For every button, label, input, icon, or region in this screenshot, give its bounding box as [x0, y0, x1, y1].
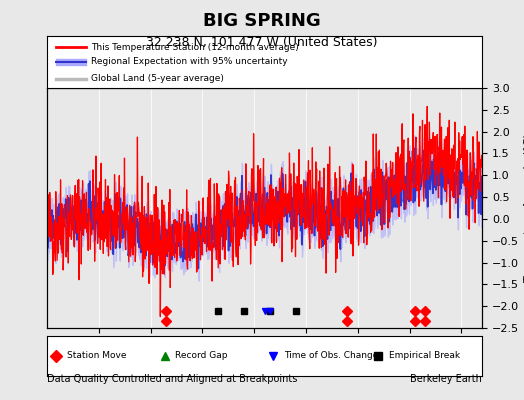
Text: Global Land (5-year average): Global Land (5-year average) — [91, 74, 224, 83]
Text: Berkeley Earth: Berkeley Earth — [410, 374, 482, 384]
Text: Record Gap: Record Gap — [176, 352, 228, 360]
Text: Empirical Break: Empirical Break — [389, 352, 460, 360]
Text: BIG SPRING: BIG SPRING — [203, 12, 321, 30]
Text: 32.238 N, 101.477 W (United States): 32.238 N, 101.477 W (United States) — [146, 36, 378, 49]
Text: Time of Obs. Change: Time of Obs. Change — [284, 352, 378, 360]
Text: Data Quality Controlled and Aligned at Breakpoints: Data Quality Controlled and Aligned at B… — [47, 374, 298, 384]
Text: This Temperature Station (12-month average): This Temperature Station (12-month avera… — [91, 43, 298, 52]
Text: Station Move: Station Move — [67, 352, 126, 360]
Text: Regional Expectation with 95% uncertainty: Regional Expectation with 95% uncertaint… — [91, 58, 287, 66]
